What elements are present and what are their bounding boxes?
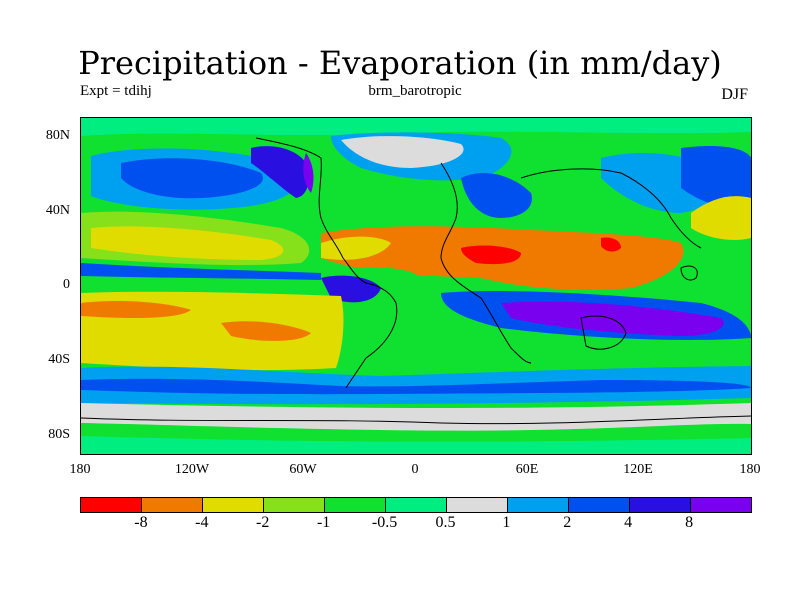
colorbar	[80, 497, 752, 513]
colorbar-label: 0.5	[435, 514, 456, 531]
y-tick-label: 0	[63, 277, 70, 292]
colorbar-segment	[447, 498, 508, 512]
colorbar-segment	[264, 498, 325, 512]
x-tick-label: 120W	[174, 462, 210, 477]
colorbar-segment	[569, 498, 630, 512]
colorbar-label: 8	[685, 514, 694, 531]
colorbar-label: 4	[624, 514, 633, 531]
colorbar-label: 2	[563, 514, 572, 531]
page-title: Precipitation - Evaporation (in mm/day)	[78, 44, 722, 82]
colorbar-label: 1	[502, 514, 511, 531]
colorbar-segment	[142, 498, 203, 512]
x-tick-label: 120E	[623, 462, 653, 477]
colorbar-segment	[630, 498, 691, 512]
y-tick-label: 80N	[45, 128, 70, 143]
x-tick-label: 60E	[515, 462, 539, 477]
x-tick-label: 180	[739, 462, 761, 477]
x-tick-label: 180	[69, 462, 91, 477]
colorbar-label: -8	[134, 514, 148, 531]
colorbar-segment	[325, 498, 386, 512]
colorbar-segment	[508, 498, 569, 512]
y-tick-label: 80S	[48, 427, 70, 442]
x-tick-label: 0	[411, 462, 419, 477]
season-label: DJF	[721, 86, 748, 103]
experiment-label: Expt = tdihj	[80, 83, 152, 99]
precipitation-map	[81, 118, 751, 454]
colorbar-label: -0.5	[371, 514, 398, 531]
run-label: brm_barotropic	[368, 83, 462, 99]
y-tick-label: 40N	[45, 203, 70, 218]
x-tick-label: 60W	[289, 462, 317, 477]
colorbar-segment	[81, 498, 142, 512]
colorbar-label: -2	[256, 514, 270, 531]
colorbar-segment	[691, 498, 751, 512]
map-plot-area	[80, 117, 752, 455]
colorbar-segment	[386, 498, 447, 512]
colorbar-segment	[203, 498, 264, 512]
y-tick-label: 40S	[48, 352, 70, 367]
colorbar-label: -4	[195, 514, 209, 531]
colorbar-label: -1	[316, 514, 331, 531]
